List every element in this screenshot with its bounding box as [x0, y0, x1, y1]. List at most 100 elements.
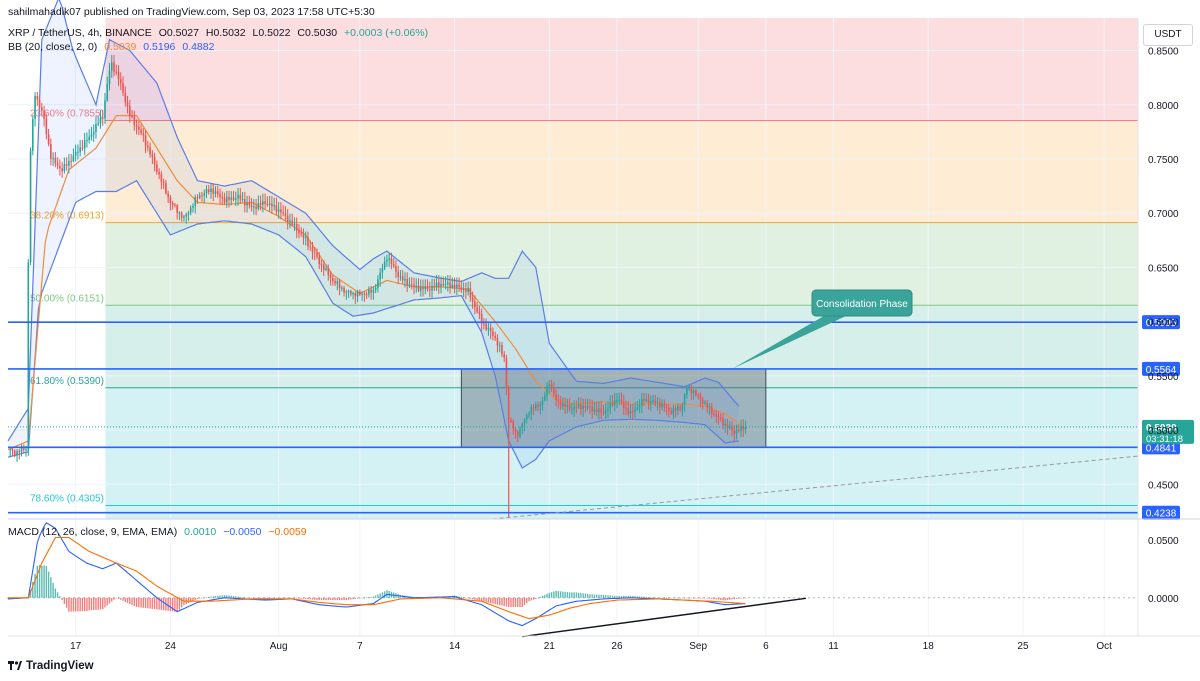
candle-body	[713, 413, 715, 415]
candle-body	[203, 193, 206, 196]
macd-hist-bar	[643, 596, 645, 598]
time-tick-label-8: 6	[763, 641, 769, 652]
candle-body	[467, 288, 469, 292]
macd-hist-bar	[345, 597, 348, 601]
macd-hist-bar	[566, 592, 569, 598]
bb-upper-value: 0.5196	[143, 41, 176, 53]
macd-hist-bar	[305, 597, 307, 599]
candle-body	[313, 252, 316, 254]
macd-hist-bar	[187, 597, 190, 604]
macd-hist-bar	[45, 565, 48, 598]
candle-body	[345, 291, 348, 293]
candle-body	[277, 209, 280, 212]
candle-body	[271, 203, 273, 207]
currency-button[interactable]: USDT	[1143, 24, 1193, 46]
candle-body	[539, 404, 542, 407]
candle-body	[350, 290, 352, 295]
candle-body	[11, 449, 14, 451]
level-tag-bg	[1142, 315, 1180, 330]
candle-body	[223, 198, 226, 203]
candle-body	[331, 278, 334, 281]
symbol-title: XRP / TetherUS, 4h, BINANCE	[8, 27, 152, 39]
macd-hist-bar	[663, 597, 666, 599]
macd-hist-bar	[377, 594, 379, 598]
candle-body	[627, 408, 630, 414]
macd-hist-bar	[352, 597, 354, 600]
candle-body	[153, 156, 156, 165]
candle-body	[699, 394, 702, 400]
candle-body	[510, 419, 512, 422]
macd-hist-bar	[153, 597, 156, 610]
candle-body	[162, 181, 165, 183]
macd-hist-bar	[625, 595, 627, 598]
candle-body	[142, 133, 145, 136]
candle-body	[478, 311, 481, 314]
candle-body	[586, 406, 589, 408]
candle-body	[255, 206, 257, 209]
macd-hist-bar	[34, 573, 36, 598]
candle-body	[169, 197, 172, 203]
bb-basis-value: 0.5039	[104, 41, 137, 53]
bb-legend: BB (20, close, 2, 0) 0.5039 0.5196 0.488…	[8, 41, 218, 53]
candle-body	[160, 174, 163, 182]
macd-hist-bar	[162, 597, 165, 611]
macd-hist-bar	[711, 597, 713, 599]
candle-body	[232, 197, 235, 200]
candle-body	[465, 289, 467, 292]
candle-body	[363, 293, 366, 295]
macd-hist-bar	[126, 597, 129, 603]
candle-body	[219, 193, 221, 197]
macd-hist-bar	[720, 597, 722, 600]
macd-hist-bar	[632, 596, 634, 598]
candle-body	[618, 400, 621, 402]
macd-hist-bar	[106, 597, 108, 606]
candle-body	[379, 272, 381, 280]
macd-hist-bar	[83, 597, 86, 612]
macd-hist-bar	[316, 597, 318, 600]
candle-body	[16, 450, 18, 456]
candle-body	[13, 450, 16, 456]
macd-hist-bar	[217, 595, 219, 598]
candle-body	[426, 286, 429, 290]
macd-hist-bar	[192, 597, 194, 601]
candle-body	[706, 402, 709, 408]
candle-body	[264, 201, 266, 204]
candle-body	[485, 323, 487, 330]
macd-hist-bar	[733, 597, 735, 600]
macd-hist-bar	[228, 595, 230, 598]
macd-hist-bar	[706, 597, 708, 599]
candle-body	[239, 194, 242, 200]
candle-body	[63, 164, 66, 172]
macd-hist-bar	[93, 597, 95, 610]
macd-hist-bar	[309, 597, 311, 600]
candle-body	[74, 151, 77, 156]
candle-body	[505, 357, 508, 388]
candle-body	[196, 197, 199, 199]
macd-hist-bar	[160, 597, 163, 610]
macd-hist-bar	[740, 597, 742, 599]
macd-hist-bar	[298, 597, 300, 599]
candle-body	[386, 259, 388, 262]
candle-body	[715, 414, 718, 416]
candle-body	[322, 264, 325, 271]
candle-body	[568, 404, 571, 410]
macd-hist-value: −0.0059	[268, 526, 307, 538]
candle-body	[205, 189, 208, 194]
candle-body	[670, 411, 672, 414]
candle-body	[681, 404, 684, 410]
macd-hist-bar	[95, 597, 97, 610]
candle-body	[437, 282, 440, 287]
candle-body	[140, 129, 142, 134]
price-tick-label-5: 0.6000	[1148, 318, 1179, 329]
macd-hist-bar	[526, 597, 528, 604]
candle-body	[650, 400, 652, 404]
candle-body	[595, 409, 598, 413]
candle-body	[329, 274, 332, 279]
candle-body	[557, 399, 560, 402]
macd-hist-bar	[600, 594, 602, 598]
candle-body	[9, 449, 12, 451]
macd-hist-bar	[365, 597, 368, 599]
candle-body	[634, 409, 636, 412]
